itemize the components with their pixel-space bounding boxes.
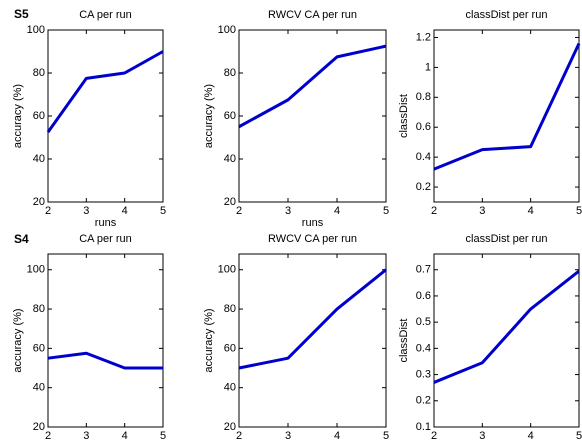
x-tick-label: 3 [83, 205, 89, 217]
y-tick-label: 80 [224, 67, 236, 79]
chart-title: RWCV CA per run [268, 233, 357, 245]
x-tick-label: 3 [479, 430, 485, 442]
y-axis-label: classDist [398, 94, 410, 138]
y-tick-label: 0.4 [416, 151, 431, 163]
plot-area [47, 29, 164, 203]
x-axis-label: runs [95, 217, 117, 229]
y-tick-label: 80 [33, 303, 45, 315]
x-axis-label: runs [302, 217, 324, 229]
y-axis-label: accuracy (%) [203, 308, 215, 372]
y-tick-label: 40 [224, 153, 236, 165]
x-tick-label: 5 [383, 205, 389, 217]
y-tick-label: 0.3 [416, 368, 431, 380]
data-line [238, 268, 387, 370]
y-axis-label: classDist [398, 318, 410, 362]
y-tick-label: 100 [27, 24, 45, 36]
y-tick-label: 1.2 [416, 31, 431, 43]
x-tick-label: 3 [285, 430, 291, 442]
x-tick-label: 5 [576, 205, 582, 217]
x-tick-label: 2 [431, 430, 437, 442]
data-line [46, 50, 164, 133]
y-tick-label: 40 [33, 153, 45, 165]
data-line [238, 44, 387, 129]
y-tick-label: 0.7 [416, 264, 431, 276]
y-axis-label: accuracy (%) [12, 308, 24, 372]
x-axis-label: runs [302, 442, 324, 444]
y-tick-label: 0.6 [416, 290, 431, 302]
y-tick-label: 0.4 [416, 342, 431, 354]
y-tick-label: 0.6 [416, 121, 431, 133]
x-tick-label: 5 [160, 430, 166, 442]
y-tick-label: 0.5 [416, 316, 431, 328]
y-tick-label: 0.1 [416, 421, 431, 433]
data-line [433, 42, 581, 171]
y-tick-label: 80 [224, 303, 236, 315]
y-tick-label: 40 [33, 382, 45, 394]
x-tick-label: 5 [576, 430, 582, 442]
chart-title: RWCV CA per run [268, 9, 357, 21]
y-tick-label: 60 [33, 110, 45, 122]
chart-title: CA per run [79, 233, 132, 245]
y-tick-label: 20 [33, 196, 45, 208]
data-line [47, 351, 163, 370]
y-tick-label: 100 [218, 264, 236, 276]
x-tick-label: 2 [45, 205, 51, 217]
x-tick-label: 3 [285, 205, 291, 217]
x-tick-label: 3 [83, 430, 89, 442]
x-axis-label: runs [496, 442, 518, 444]
y-tick-label: 100 [218, 24, 236, 36]
x-tick-label: 4 [528, 205, 534, 217]
plot-area [238, 29, 387, 203]
x-tick-label: 2 [236, 430, 242, 442]
x-tick-label: 5 [383, 430, 389, 442]
y-tick-label: 20 [224, 196, 236, 208]
y-tick-label: 60 [33, 342, 45, 354]
row-label: S4 [14, 232, 29, 246]
y-axis-label: accuracy (%) [203, 84, 215, 148]
plot-area [433, 29, 580, 203]
y-tick-label: 60 [224, 110, 236, 122]
y-tick-label: 60 [224, 342, 236, 354]
y-axis-label: accuracy (%) [12, 84, 24, 148]
x-tick-label: 3 [479, 205, 485, 217]
y-tick-label: 80 [33, 67, 45, 79]
data-line [433, 269, 580, 384]
x-tick-label: 2 [45, 430, 51, 442]
plot-area [238, 253, 387, 428]
x-tick-label: 4 [122, 430, 128, 442]
plot-area [433, 253, 580, 428]
x-tick-label: 4 [334, 205, 340, 217]
x-tick-label: 4 [122, 205, 128, 217]
y-tick-label: 20 [224, 421, 236, 433]
row-label: S5 [14, 7, 29, 21]
y-tick-label: 0.8 [416, 91, 431, 103]
x-axis-label: runs [95, 442, 117, 444]
plot-area [47, 253, 164, 428]
y-tick-label: 0.2 [416, 395, 431, 407]
x-tick-label: 2 [431, 205, 437, 217]
x-tick-label: 4 [528, 430, 534, 442]
y-tick-label: 1 [425, 61, 431, 73]
chart-title: CA per run [79, 9, 132, 21]
x-tick-label: 4 [334, 430, 340, 442]
chart-title: classDist per run [466, 9, 548, 21]
y-tick-label: 20 [33, 421, 45, 433]
chart-title: classDist per run [466, 233, 548, 245]
y-tick-label: 0.2 [416, 181, 431, 193]
x-tick-label: 5 [160, 205, 166, 217]
x-tick-label: 2 [236, 205, 242, 217]
y-tick-label: 100 [27, 264, 45, 276]
y-tick-label: 40 [224, 382, 236, 394]
